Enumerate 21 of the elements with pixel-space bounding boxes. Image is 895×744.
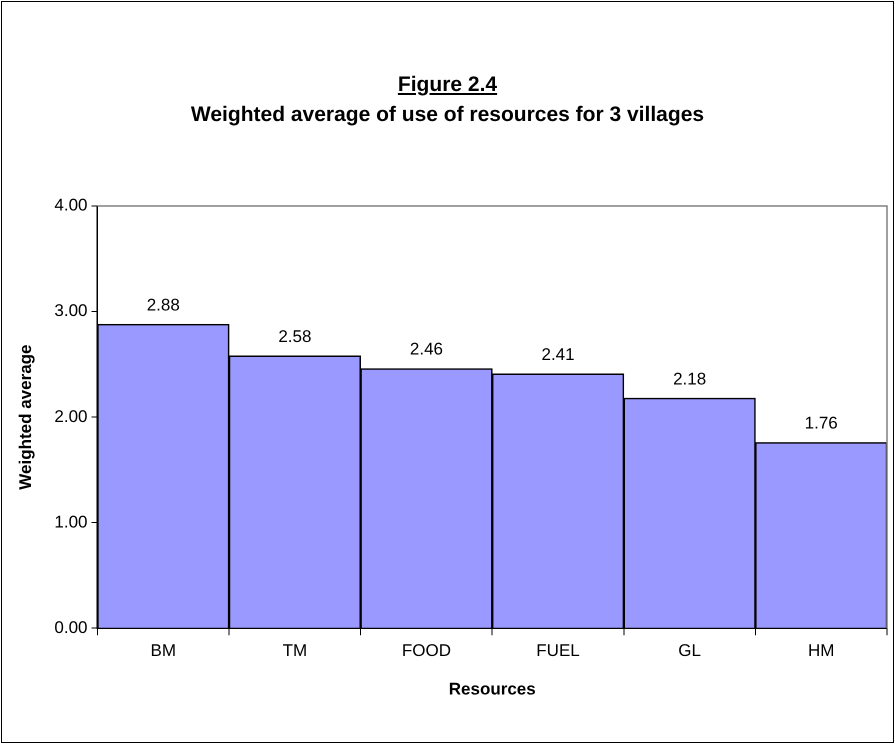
x-tick-label: GL xyxy=(678,641,701,660)
y-tick-label: 1.00 xyxy=(54,512,88,532)
data-label: 2.88 xyxy=(146,295,180,314)
chart-subtitle: Weighted average of use of resources for 3 villages xyxy=(190,102,706,128)
y-tick-label: 2.00 xyxy=(54,406,88,426)
data-label: 1.76 xyxy=(804,414,838,433)
x-tick-label: BM xyxy=(150,641,176,660)
y-tick-label: 0.00 xyxy=(54,618,88,637)
data-label: 2.18 xyxy=(673,369,706,388)
y-tick-label: 4.00 xyxy=(54,196,88,215)
data-label: 2.58 xyxy=(278,327,312,346)
data-label: 2.46 xyxy=(410,340,443,359)
y-axis-title: Weighted average xyxy=(16,344,35,490)
x-tick-label: FOOD xyxy=(402,641,452,660)
y-tick-label: 3.00 xyxy=(54,301,88,320)
x-tick-label: TM xyxy=(282,641,308,660)
chart-title: Figure 2.4 xyxy=(396,72,498,98)
x-axis-title: Resources xyxy=(448,679,536,698)
data-label: 2.41 xyxy=(541,345,575,364)
x-tick-label: HM xyxy=(808,641,834,660)
x-tick-label: FUEL xyxy=(536,641,580,660)
